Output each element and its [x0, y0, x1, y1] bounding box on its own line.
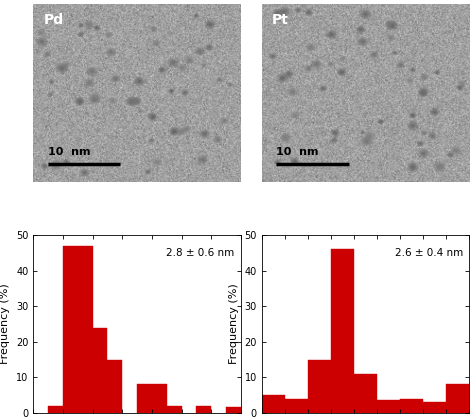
Bar [377, 400, 400, 413]
Text: 2.8 ± 0.6 nm: 2.8 ± 0.6 nm [166, 248, 235, 258]
Bar [48, 406, 63, 413]
Text: Pt: Pt [272, 13, 289, 27]
Bar [137, 384, 167, 413]
Y-axis label: Frequency (%): Frequency (%) [0, 284, 10, 364]
Y-axis label: Frequency (%): Frequency (%) [229, 284, 239, 364]
Bar [400, 399, 423, 413]
Bar [107, 359, 122, 413]
Text: 10  nm: 10 nm [48, 147, 90, 157]
Text: Pd: Pd [44, 13, 64, 27]
Bar [308, 359, 331, 413]
Bar [285, 399, 308, 413]
Bar [226, 407, 241, 413]
Bar [262, 395, 285, 413]
Bar [331, 249, 354, 413]
Bar [423, 402, 446, 413]
Bar [92, 327, 107, 413]
Bar [196, 406, 211, 413]
Bar [167, 406, 182, 413]
Bar [354, 374, 377, 413]
Bar [63, 246, 92, 413]
Text: 10  nm: 10 nm [276, 147, 319, 157]
Text: 2.6 ± 0.4 nm: 2.6 ± 0.4 nm [395, 248, 463, 258]
Bar [446, 384, 469, 413]
